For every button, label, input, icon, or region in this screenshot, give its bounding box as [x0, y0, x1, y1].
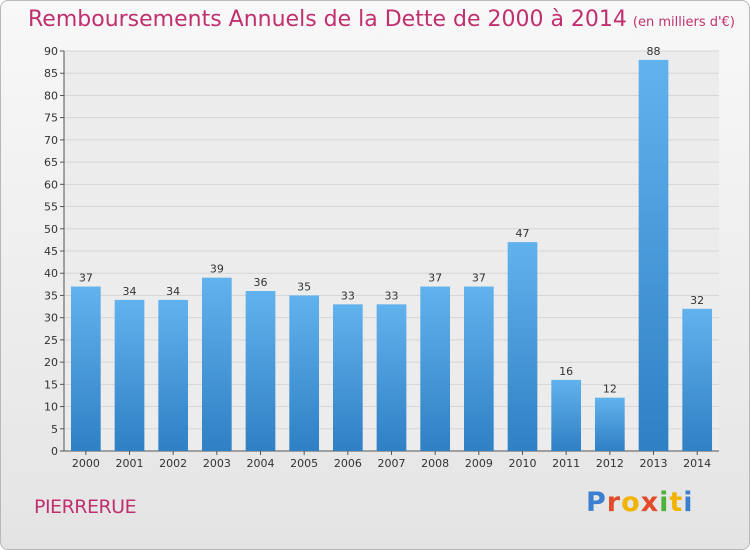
y-tick-label: 10 [44, 401, 58, 414]
bar-2005 [289, 295, 320, 451]
x-tick-label-2003: 2003 [203, 457, 231, 470]
y-tick-label: 50 [44, 223, 58, 236]
y-tick-label: 60 [44, 178, 58, 191]
y-tick-label: 5 [51, 423, 58, 436]
x-tick-label-2012: 2012 [596, 457, 624, 470]
x-tick-label-2014: 2014 [683, 457, 711, 470]
bar-2012 [594, 397, 625, 451]
bar-2001 [114, 299, 145, 451]
data-label-2010: 47 [516, 227, 530, 240]
chart-title: Remboursements Annuels de la Dette de 20… [28, 7, 735, 32]
bar-2008 [420, 286, 451, 451]
y-tick-label: 90 [44, 45, 58, 58]
bar-2003 [201, 277, 232, 451]
y-tick-label: 45 [44, 245, 58, 258]
x-tick-label-2009: 2009 [465, 457, 493, 470]
data-label-2003: 39 [210, 263, 224, 276]
y-tick-label: 0 [51, 445, 58, 458]
bar-2014 [682, 308, 713, 451]
x-tick-label-2013: 2013 [640, 457, 668, 470]
axes: 0 5 10 15 20 25 30 35 40 45 50 55 60 65 70 75 80 85 90 2000… [44, 45, 719, 470]
data-label-2001: 34 [123, 285, 137, 298]
bars [70, 59, 713, 452]
data-label-2009: 37 [472, 272, 486, 285]
x-tick-label-2005: 2005 [290, 457, 318, 470]
x-tick-label-2006: 2006 [334, 457, 362, 470]
y-tick-label: 70 [44, 134, 58, 147]
data-label-2012: 12 [603, 383, 617, 396]
x-tick-label-2007: 2007 [378, 457, 406, 470]
data-label-2011: 16 [559, 365, 573, 378]
x-tick-label-2011: 2011 [552, 457, 580, 470]
bar-2002 [158, 299, 189, 451]
bar-2006 [332, 304, 363, 451]
y-tick-label: 25 [44, 334, 58, 347]
x-tick-label-2010: 2010 [509, 457, 537, 470]
proxiti-logo: Proxiti [586, 487, 694, 518]
x-tick-label-2004: 2004 [247, 457, 275, 470]
data-labels: 37 34 34 39 36 35 33 33 37 37 47 16 12 88 32 [79, 45, 704, 396]
data-label-2005: 35 [297, 280, 311, 293]
data-label-2000: 37 [79, 272, 93, 285]
data-label-2007: 33 [385, 289, 399, 302]
data-label-2008: 37 [428, 272, 442, 285]
y-tick-label: 35 [44, 289, 58, 302]
data-label-2013: 88 [647, 45, 661, 58]
y-tick-label: 85 [44, 67, 58, 80]
y-tick-label: 20 [44, 356, 58, 369]
y-tick-label: 75 [44, 112, 58, 125]
title-main: Remboursements Annuels de la Dette de 20… [28, 7, 627, 32]
y-tick-label: 40 [44, 267, 58, 280]
data-label-2002: 34 [166, 285, 180, 298]
y-tick-label: 30 [44, 312, 58, 325]
title-unit: (en milliers d'€) [632, 15, 735, 30]
bar-2013 [638, 59, 669, 452]
x-tick-label-2000: 2000 [72, 457, 100, 470]
bar-2009 [463, 286, 494, 451]
data-label-2004: 36 [254, 276, 268, 289]
x-tick-label-2002: 2002 [159, 457, 187, 470]
y-tick-label: 65 [44, 156, 58, 169]
bar-2000 [70, 286, 101, 451]
y-tick-label: 80 [44, 89, 58, 102]
x-tick-label-2008: 2008 [421, 457, 449, 470]
bar-2010 [507, 242, 538, 451]
bar-2007 [376, 304, 407, 451]
y-tick-label: 15 [44, 378, 58, 391]
bar-2011 [551, 379, 582, 451]
data-label-2014: 32 [690, 294, 704, 307]
x-tick-label-2001: 2001 [116, 457, 144, 470]
data-label-2006: 33 [341, 289, 355, 302]
commune-name: PIERRERUE [34, 496, 137, 518]
bar-2004 [245, 291, 276, 451]
y-tick-label: 55 [44, 201, 58, 214]
